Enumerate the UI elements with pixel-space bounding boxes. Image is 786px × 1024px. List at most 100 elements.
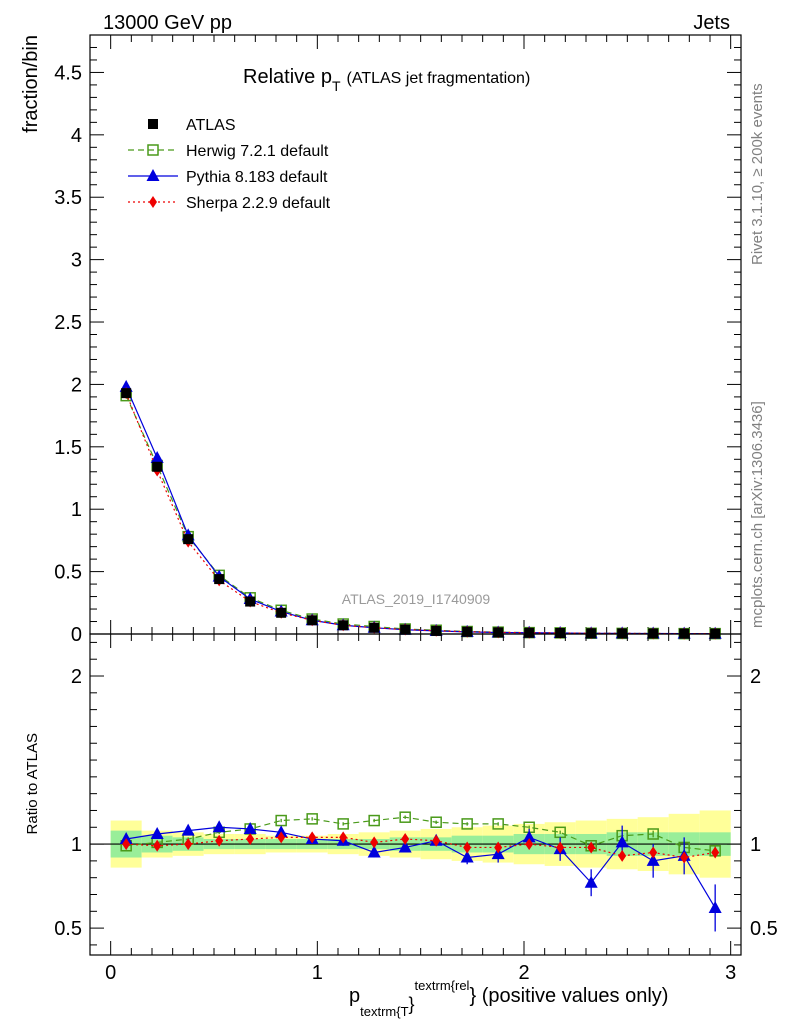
main-point-atlas (121, 388, 132, 399)
ratio-point-sherpa (618, 849, 627, 862)
x-axis-label-brace: } (409, 994, 415, 1014)
legend-entry-atlas: ATLAS (148, 117, 236, 134)
ratio-point-herwig (430, 816, 442, 828)
main-point-atlas (586, 628, 597, 639)
ratio-panel: 0.5 0.5 1 1 2 2 0 1 2 3 Ratio to ATLAS ptextrm{T}… (24, 633, 778, 1019)
legend-marker-atlas (148, 119, 158, 129)
main-point-atlas (524, 627, 535, 638)
ratio-point-pythia (584, 875, 598, 888)
main-ytick-label: 4.5 (54, 62, 82, 84)
main-point-atlas (400, 624, 411, 635)
x-axis-label-superscript: textrm{rel (415, 978, 470, 993)
ratio-point-sherpa (122, 838, 131, 851)
ratio-point-sherpa (277, 831, 286, 844)
ratio-point-herwig (306, 813, 318, 825)
main-point-atlas (276, 607, 287, 618)
main-series (119, 379, 722, 640)
ratio-point-pythia (646, 853, 660, 866)
x-axis-label: ptextrm{T}textrm{rel} (positive values o… (349, 978, 668, 1019)
legend-label-herwig: Herwig 7.2.1 default (186, 143, 329, 160)
ratio-xtick-label: 0 (105, 962, 116, 984)
ratio-point-herwig (647, 828, 659, 840)
legend-marker-herwig (147, 144, 159, 156)
ratio-frame (89, 633, 742, 956)
ratio-xtick-label: 2 (518, 962, 529, 984)
main-line-sherpa (125, 392, 716, 635)
ratio-point-sherpa (556, 841, 565, 854)
legend-entry-herwig: Herwig 7.2.1 default (128, 143, 329, 160)
ratio-point-pythia (181, 823, 195, 836)
ratio-point-sherpa (153, 839, 162, 852)
x-axis-label-main: p (349, 985, 360, 1007)
main-point-atlas (369, 622, 380, 633)
ratio-ytick-label-right: 1 (750, 834, 761, 856)
main-ytick-label: 1 (71, 499, 82, 521)
main-ytick-label: 3.5 (54, 187, 82, 209)
ratio-point-sherpa (184, 838, 193, 851)
ratio-point-pythia (212, 820, 226, 833)
ratio-ytick-label: 2 (71, 666, 82, 688)
ratio-point-pythia (274, 825, 288, 838)
main-ytick-label: 3 (71, 250, 82, 272)
ratio-ytick-label-right: 0.5 (750, 918, 778, 940)
x-axis-label-subscript: textrm{T (360, 1004, 408, 1019)
rivet-label: Rivet 3.1.10, ≥ 200k events (749, 83, 766, 265)
ratio-point-pythia (708, 900, 722, 913)
ratio-point-sherpa (711, 846, 720, 859)
ratio-point-pythia (243, 821, 257, 834)
main-point-atlas (431, 625, 442, 636)
ratio-xtick-label: 1 (312, 962, 323, 984)
main-ytick-label: 1.5 (54, 437, 82, 459)
ratio-point-sherpa (339, 831, 348, 844)
analysis-id: ATLAS_2019_I1740909 (342, 591, 491, 607)
ratio-ytick-label: 1 (71, 834, 82, 856)
main-point-atlas (338, 620, 349, 631)
x-axis-label-tail: } (positive values only) (469, 985, 668, 1007)
ratio-point-sherpa (215, 834, 224, 847)
main-point-atlas (462, 626, 473, 637)
main-ytick-label: 0.5 (54, 562, 82, 584)
legend-entry-pythia: Pythia 8.183 default (128, 169, 328, 186)
ratio-series-pythia (119, 820, 722, 932)
ratio-point-pythia (522, 830, 536, 843)
main-title: Relative pT (ATLAS jet fragmentation) (243, 66, 530, 94)
ratio-point-herwig (492, 818, 504, 830)
legend-label-pythia: Pythia 8.183 default (186, 169, 328, 186)
legend-entry-sherpa: Sherpa 2.2.9 default (128, 195, 331, 212)
main-ytick-label: 2 (71, 374, 82, 396)
ratio-point-herwig (368, 814, 380, 827)
main-ytick-label: 4 (71, 125, 82, 147)
main-point-atlas (307, 615, 318, 626)
mcplots-label: mcplots.cern.ch [arXiv:1306.3436] (749, 401, 766, 628)
ratio-point-pythia (150, 826, 164, 839)
ratio-point-pythia (615, 835, 629, 848)
ratio-point-sherpa (463, 841, 472, 854)
main-point-atlas (245, 596, 256, 607)
main-title-paren: (ATLAS jet fragmentation) (347, 70, 531, 87)
ratio-point-sherpa (525, 838, 534, 851)
main-point-atlas (555, 628, 566, 639)
ratio-xtick-label: 3 (725, 962, 736, 984)
ratio-line-sherpa (126, 836, 716, 859)
legend-marker-sherpa (149, 196, 157, 208)
ratio-point-herwig (399, 811, 411, 823)
main-point-pythia (150, 451, 164, 464)
main-ytick-label: 2.5 (54, 312, 82, 334)
ratio-point-pythia (119, 832, 133, 845)
ratio-point-sherpa (432, 834, 441, 847)
ratio-point-sherpa (494, 841, 503, 854)
ratio-point-herwig (554, 826, 566, 839)
ratio-point-sherpa (649, 846, 658, 859)
ratio-axis-ticks: 0.5 0.5 1 1 2 2 0 1 2 3 (54, 634, 778, 984)
main-point-atlas (493, 627, 504, 638)
main-series-atlas (121, 388, 721, 639)
ratio-ytick-label-right: 2 (750, 666, 761, 688)
ratio-point-sherpa (680, 851, 689, 864)
legend: ATLAS Herwig 7.2.1 default Pythia 8.183 de… (128, 117, 331, 212)
ratio-point-pythia (398, 840, 412, 853)
ratio-point-sherpa (246, 833, 255, 846)
energy-label: 13000 GeV pp (103, 12, 232, 34)
main-point-atlas (214, 574, 225, 585)
main-point-atlas (152, 461, 163, 472)
